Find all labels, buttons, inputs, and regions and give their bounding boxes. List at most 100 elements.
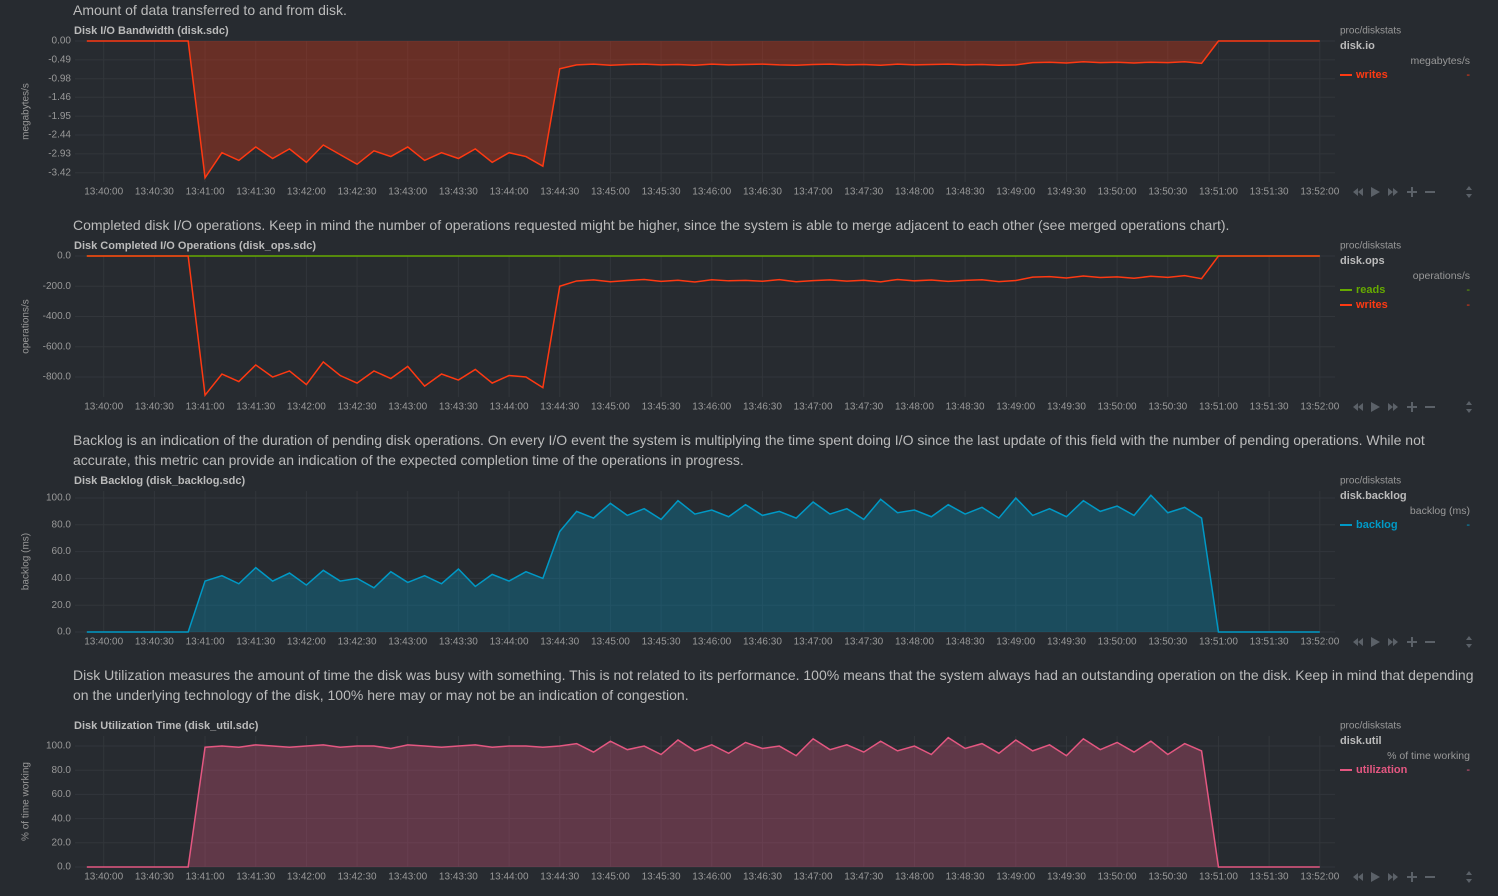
chart-control[interactable] (1353, 403, 1363, 411)
chart-control[interactable] (1407, 187, 1417, 197)
x-tick-label: 13:41:30 (236, 187, 275, 198)
x-tick-label: 13:40:00 (84, 872, 123, 883)
legend-value: - (1466, 764, 1470, 776)
x-tick-label: 13:44:00 (490, 872, 529, 883)
x-tick-label: 13:48:00 (895, 872, 934, 883)
x-tick-label: 13:44:30 (540, 187, 579, 198)
x-tick-label: 13:43:00 (388, 637, 427, 648)
x-tick-label: 13:47:30 (844, 402, 883, 413)
x-tick-label: 13:48:00 (895, 187, 934, 198)
chart-control[interactable] (1371, 872, 1380, 882)
x-tick-label: 13:42:00 (287, 637, 326, 648)
x-tick-label: 13:50:00 (1098, 187, 1137, 198)
x-tick-label: 13:50:00 (1098, 637, 1137, 648)
legend-units: operations/s (1413, 270, 1470, 282)
x-tick-label: 13:40:30 (135, 402, 174, 413)
x-tick-label: 13:49:00 (996, 637, 1035, 648)
chart-control[interactable] (1353, 188, 1363, 196)
legend-value: - (1466, 519, 1470, 531)
x-tick-label: 13:40:00 (84, 402, 123, 413)
chart-description: Disk Utilization measures the amount of … (73, 667, 1474, 703)
chart-control[interactable] (1388, 873, 1398, 881)
x-tick-label: 13:50:00 (1098, 872, 1137, 883)
chart-control[interactable] (1425, 191, 1435, 193)
x-tick-label: 13:42:00 (287, 872, 326, 883)
y-axis-label: operations/s (21, 299, 32, 353)
x-tick-label: 13:44:00 (490, 637, 529, 648)
chart-control[interactable] (1407, 637, 1417, 647)
legend-units: backlog (ms) (1410, 505, 1470, 517)
line (86, 40, 1320, 180)
legend-context: disk.ops (1340, 255, 1385, 267)
chart-control[interactable] (1466, 401, 1472, 413)
chart-control[interactable] (1353, 873, 1363, 881)
chart-control[interactable] (1388, 188, 1398, 196)
x-tick-label: 13:51:30 (1250, 187, 1289, 198)
x-tick-label: 13:46:00 (692, 402, 731, 413)
x-tick-label: 13:44:00 (490, 402, 529, 413)
x-tick-label: 13:49:30 (1047, 402, 1086, 413)
legend-source: proc/diskstats (1340, 476, 1401, 487)
x-tick-label: 13:42:30 (338, 637, 377, 648)
chart-control[interactable] (1407, 872, 1417, 882)
x-tick-label: 13:45:30 (642, 187, 681, 198)
y-tick-label: 60.0 (52, 546, 72, 557)
x-tick-label: 13:41:00 (186, 187, 225, 198)
x-tick-label: 13:49:00 (996, 187, 1035, 198)
x-tick-label: 13:40:00 (84, 637, 123, 648)
y-tick-label: 40.0 (52, 813, 72, 824)
x-tick-label: 13:41:30 (236, 637, 275, 648)
chart-title: Disk I/O Bandwidth (disk.sdc) (74, 25, 229, 37)
legend-source: proc/diskstats (1340, 241, 1401, 252)
chart-control[interactable] (1466, 636, 1472, 648)
chart-control[interactable] (1466, 871, 1472, 883)
x-tick-label: 13:47:00 (794, 872, 833, 883)
chart-description: Backlog is an indication of the duration… (73, 432, 1425, 468)
y-tick-label: 40.0 (52, 573, 72, 584)
chart-control[interactable] (1388, 403, 1398, 411)
y-tick-label: 100.0 (46, 493, 71, 504)
x-tick-label: 13:40:00 (84, 187, 123, 198)
legend-context: disk.backlog (1340, 490, 1407, 502)
x-tick-label: 13:46:30 (743, 402, 782, 413)
x-tick-label: 13:47:00 (794, 402, 833, 413)
chart-control[interactable] (1425, 641, 1435, 643)
x-tick-label: 13:42:00 (287, 187, 326, 198)
x-tick-label: 13:52:00 (1300, 402, 1339, 413)
chart-control[interactable] (1353, 638, 1363, 646)
chart-control[interactable] (1371, 637, 1380, 647)
x-tick-label: 13:40:30 (135, 872, 174, 883)
x-tick-label: 13:43:30 (439, 872, 478, 883)
chart-control[interactable] (1425, 406, 1435, 408)
x-tick-label: 13:52:00 (1300, 872, 1339, 883)
x-tick-label: 13:45:00 (591, 872, 630, 883)
x-tick-label: 13:44:30 (540, 872, 579, 883)
x-tick-label: 13:42:30 (338, 187, 377, 198)
y-tick-label: -200.0 (43, 281, 72, 292)
y-tick-label: -2.93 (48, 149, 71, 160)
x-tick-label: 13:46:30 (743, 872, 782, 883)
chart-control[interactable] (1371, 187, 1380, 197)
x-tick-label: 13:48:00 (895, 402, 934, 413)
chart-control[interactable] (1407, 402, 1417, 412)
chart-control[interactable] (1425, 876, 1435, 878)
chart-control[interactable] (1371, 402, 1380, 412)
legend-source: proc/diskstats (1340, 26, 1401, 37)
x-tick-label: 13:43:30 (439, 402, 478, 413)
x-tick-label: 13:51:30 (1250, 637, 1289, 648)
y-tick-label: 80.0 (52, 519, 72, 530)
y-tick-label: -600.0 (43, 341, 72, 352)
y-tick-label: -800.0 (43, 372, 72, 383)
x-tick-label: 13:46:30 (743, 637, 782, 648)
y-tick-label: -1.46 (48, 92, 71, 103)
y-tick-label: 60.0 (52, 789, 72, 800)
chart-control[interactable] (1388, 638, 1398, 646)
chart-control[interactable] (1466, 186, 1472, 198)
x-tick-label: 13:51:00 (1199, 402, 1238, 413)
x-tick-label: 13:49:30 (1047, 637, 1086, 648)
y-tick-label: -0.98 (48, 73, 71, 84)
legend-value: - (1466, 284, 1470, 296)
legend-name: backlog (1356, 519, 1398, 531)
chart-title: Disk Completed I/O Operations (disk_ops.… (74, 240, 316, 252)
